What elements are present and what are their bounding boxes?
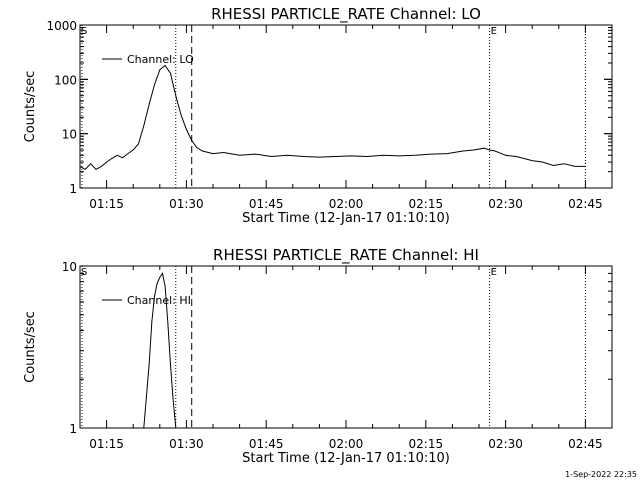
panel2-x-axis-label: Start Time (12-Jan-17 01:10:10) bbox=[242, 451, 450, 466]
panel1-start-marker: S bbox=[81, 26, 87, 37]
panel1-y-tick-label: 10 bbox=[62, 128, 77, 142]
panel1-end-marker: E bbox=[491, 26, 497, 37]
panel2-plot-frame bbox=[79, 265, 613, 429]
panel1-x-tick-label: 01:15 bbox=[89, 197, 124, 211]
panel1-x-tick-label: 02:00 bbox=[329, 197, 364, 211]
panel1-plot-frame bbox=[79, 24, 613, 189]
panel1-title: RHESSI PARTICLE_RATE Channel: LO bbox=[211, 5, 481, 24]
panel2-x-tick-label: 01:45 bbox=[249, 437, 284, 451]
panel2-y-axis-label: Counts/sec bbox=[23, 311, 38, 383]
panel1-y-axis-label: Counts/sec bbox=[23, 71, 38, 143]
footer-date: 1-Sep-2022 22:35 bbox=[565, 470, 637, 479]
panel2-y-tick-label: 1 bbox=[69, 422, 77, 436]
panel2-legend-label: Channel: HI bbox=[127, 294, 191, 307]
panel1-x-tick-label: 01:45 bbox=[249, 197, 284, 211]
panel2-x-tick-label: 02:45 bbox=[568, 437, 603, 451]
panel2-x-tick-label: 01:15 bbox=[89, 437, 124, 451]
panel1-legend-label: Channel: LO bbox=[127, 53, 194, 66]
panel1-y-tick-label: 100 bbox=[54, 73, 77, 87]
panel1-x-tick-label: 02:15 bbox=[409, 197, 444, 211]
panel2-x-tick-label: 02:30 bbox=[488, 437, 523, 451]
panel2-x-tick-label: 01:30 bbox=[169, 437, 204, 451]
panel1-x-tick-label: 02:30 bbox=[488, 197, 523, 211]
panel2-start-marker: S bbox=[81, 267, 87, 278]
panel2-x-tick-label: 02:15 bbox=[409, 437, 444, 451]
panel2-series-line-0 bbox=[143, 272, 177, 429]
panel1-series-line-0 bbox=[79, 64, 586, 171]
panel1-x-axis-label: Start Time (12-Jan-17 01:10:10) bbox=[242, 211, 450, 226]
panel2-y-tick-label: 10 bbox=[62, 260, 77, 274]
panel2-end-marker: E bbox=[491, 267, 497, 278]
panel2-title: RHESSI PARTICLE_RATE Channel: HI bbox=[213, 246, 479, 265]
panel2-x-tick-label: 02:00 bbox=[329, 437, 364, 451]
panel1-x-tick-label: 01:30 bbox=[169, 197, 204, 211]
panel1-y-tick-label: 1 bbox=[69, 182, 77, 196]
panel1-x-tick-label: 02:45 bbox=[568, 197, 603, 211]
panel1-y-tick-label: 1000 bbox=[46, 19, 77, 33]
